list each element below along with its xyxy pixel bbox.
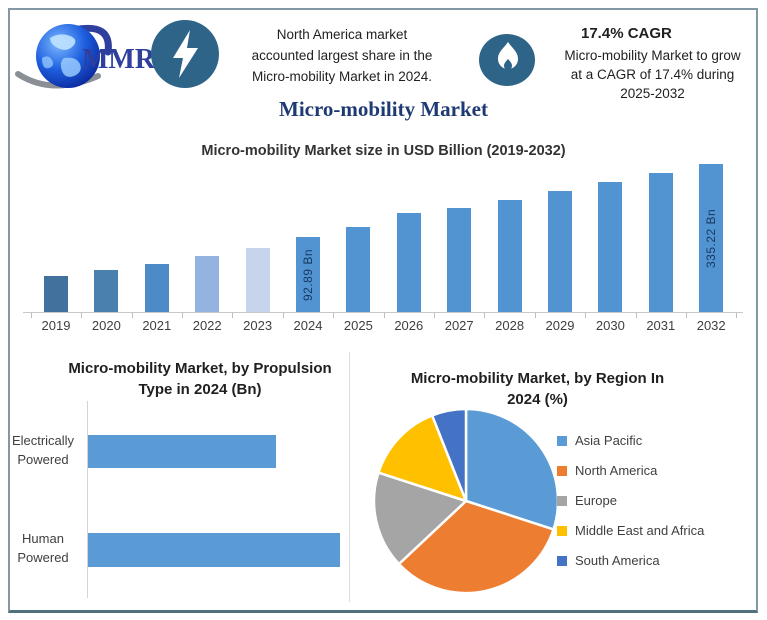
bar-2024: 92.89 Bn xyxy=(296,237,320,312)
axis-tick xyxy=(383,313,385,318)
na-highlight-line: accounted largest share in the xyxy=(251,48,433,63)
year-label-2024: 2024 xyxy=(293,318,323,333)
axis-tick xyxy=(635,313,637,318)
legend-item: South America xyxy=(557,553,704,568)
propulsion-title-line: Type in 2024 (Bn) xyxy=(138,381,262,398)
pie-slice-north-america xyxy=(397,499,555,595)
year-label-2032: 2032 xyxy=(696,318,726,333)
axis-tick xyxy=(232,313,234,318)
axis-tick xyxy=(585,313,587,318)
bar-2020 xyxy=(94,270,119,312)
na-highlight-text: North America market accounted largest s… xyxy=(222,24,462,87)
cagr-title: 17.4% CAGR xyxy=(581,25,672,42)
logo-text: MMR xyxy=(82,44,156,75)
legend-item: Asia Pacific xyxy=(557,433,704,448)
bar-2032: 335.22 Bn xyxy=(699,164,724,312)
pie-slice-europe xyxy=(372,471,468,566)
bar-2021 xyxy=(144,264,169,312)
category-label: Electrically Powered xyxy=(11,433,75,467)
x-axis xyxy=(23,312,743,313)
pie-slice-south-america xyxy=(430,407,468,503)
bar-2030 xyxy=(598,182,623,312)
legend-swatch xyxy=(557,525,567,536)
pie-slice-middle-east-and-africa xyxy=(377,414,468,503)
cagr-line: Micro-mobility Market to grow xyxy=(564,48,741,63)
year-label-2020: 2020 xyxy=(91,318,121,333)
legend-label: Middle East and Africa xyxy=(575,523,705,538)
year-label-2028: 2028 xyxy=(495,318,525,333)
legend-label: Europe xyxy=(575,493,617,508)
na-highlight-line: North America market xyxy=(276,27,408,42)
propulsion-bar-electric xyxy=(88,435,276,468)
year-label-2027: 2027 xyxy=(444,318,474,333)
axis-tick xyxy=(736,313,738,318)
axis-tick xyxy=(333,313,335,318)
legend-label: South America xyxy=(575,553,660,568)
legend-swatch xyxy=(557,495,567,506)
year-label-2021: 2021 xyxy=(142,318,172,333)
bar-2031 xyxy=(648,173,673,312)
region-pie-title: Micro-mobility Market, by Region In 2024… xyxy=(385,368,690,410)
axis-tick xyxy=(182,313,183,318)
bar-2023 xyxy=(245,248,270,312)
bar-2022 xyxy=(195,256,220,312)
page-title: Micro-mobility Market xyxy=(279,97,488,121)
cagr-line: 2025-2032 xyxy=(620,86,685,101)
bar-2028 xyxy=(497,200,522,312)
axis-tick xyxy=(131,313,133,318)
axis-tick xyxy=(434,313,435,318)
category-label: Human Powered xyxy=(17,531,69,565)
axis-tick xyxy=(534,313,536,318)
axis-tick xyxy=(686,313,687,318)
legend-item: Europe xyxy=(557,493,704,508)
pie-title-line: 2024 (%) xyxy=(507,391,568,408)
legend-swatch xyxy=(557,555,567,566)
bar-data-label: 92.89 Bn xyxy=(301,248,315,301)
legend-item: North America xyxy=(557,463,704,478)
legend-label: Asia Pacific xyxy=(575,433,643,448)
pie-slice-asia-pacific xyxy=(464,407,560,531)
market-size-chart-title: Micro-mobility Market size in USD Billio… xyxy=(201,143,566,159)
bar-2019 xyxy=(44,276,68,312)
region-pie-chart xyxy=(372,407,560,595)
cagr-highlight: 17.4% CAGR Micro-mobility Market to grow… xyxy=(545,25,760,103)
legend-label: North America xyxy=(575,463,658,478)
na-highlight-line: Micro-mobility Market in 2024. xyxy=(251,69,433,84)
bar-2029 xyxy=(548,191,572,312)
year-label-2029: 2029 xyxy=(545,318,575,333)
legend-item: Middle East and Africa xyxy=(557,523,705,538)
year-label-2022: 2022 xyxy=(192,318,222,333)
pie-title-line: Micro-mobility Market, by Region In xyxy=(410,370,665,387)
bar-2026 xyxy=(396,213,421,312)
year-label-2030: 2030 xyxy=(595,318,625,333)
propulsion-title-line: Micro-mobility Market, by Propulsion xyxy=(68,360,332,377)
year-label-2031: 2031 xyxy=(646,318,676,333)
axis-tick xyxy=(282,313,284,318)
mmr-logo: MMR xyxy=(15,24,156,89)
axis-tick xyxy=(30,313,32,318)
year-label-2023: 2023 xyxy=(243,318,273,333)
legend-swatch xyxy=(557,435,567,446)
flame-icon xyxy=(479,34,535,86)
cagr-line: at a CAGR of 17.4% during xyxy=(570,67,735,82)
year-label-2026: 2026 xyxy=(394,318,424,333)
bar-2027 xyxy=(447,208,472,312)
propulsion-chart-title: Micro-mobility Market, by Propulsion Typ… xyxy=(35,358,365,400)
propulsion-bar-human xyxy=(88,533,340,567)
year-label-2025: 2025 xyxy=(343,318,373,333)
pie-legend: Asia Pacific North America Europe Middle Ea… xyxy=(557,433,705,584)
section-divider xyxy=(349,352,350,602)
axis-tick xyxy=(484,313,486,318)
propulsion-y-axis xyxy=(87,401,88,598)
bar-2025 xyxy=(346,227,371,312)
lightning-icon xyxy=(151,20,219,88)
market-size-chart: 92.89 Bn 335.22 Bn xyxy=(23,136,743,312)
year-label-2019: 2019 xyxy=(41,318,71,333)
axis-tick xyxy=(81,313,83,318)
bar-data-label: 335.22 Bn xyxy=(704,208,719,268)
legend-swatch xyxy=(557,465,567,476)
